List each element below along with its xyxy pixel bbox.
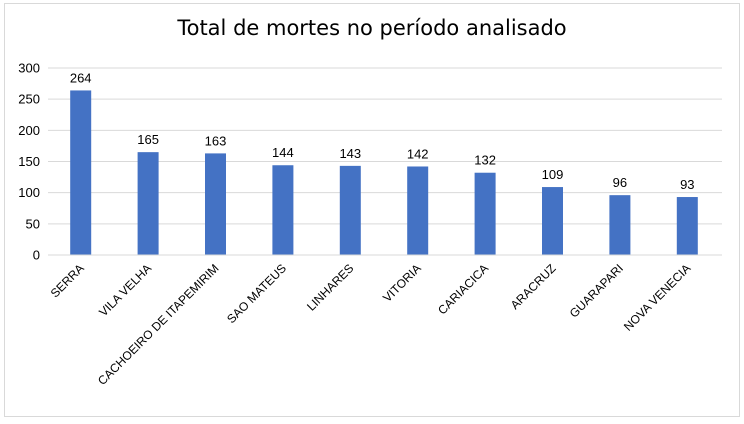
y-tick-label: 250 xyxy=(18,92,40,107)
category-label: VILA VELHA xyxy=(96,261,154,319)
bars xyxy=(70,90,698,255)
category-label: SAO MATEUS xyxy=(224,261,289,326)
bar xyxy=(676,197,698,255)
chart-title: Total de mortes no período analisado xyxy=(177,16,567,40)
data-label: 93 xyxy=(680,177,694,192)
data-labels: 264 165 163 144 143 142 132 109 96 93 xyxy=(70,70,695,192)
data-label: 144 xyxy=(272,145,294,160)
data-label: 165 xyxy=(137,132,159,147)
y-tick-label: 150 xyxy=(18,154,40,169)
category-label: CACHOEIRO DE ITAPEMIRIM xyxy=(95,261,222,388)
bar xyxy=(339,165,361,255)
data-label: 142 xyxy=(407,146,429,161)
data-label: 96 xyxy=(613,175,627,190)
bar xyxy=(474,172,496,255)
bar xyxy=(205,153,226,255)
y-tick-label: 200 xyxy=(18,123,40,138)
data-label: 109 xyxy=(542,167,564,182)
category-label: LINHARES xyxy=(304,261,356,313)
category-label: SERRA xyxy=(48,261,87,300)
bar xyxy=(407,166,429,255)
data-label: 143 xyxy=(339,146,361,161)
data-label: 132 xyxy=(474,153,496,168)
y-axis-ticks: 0 50 100 150 200 250 300 xyxy=(18,61,40,263)
category-label: NOVA VENECIA xyxy=(621,261,693,333)
category-label: VITORIA xyxy=(380,261,424,305)
category-label: ARACRUZ xyxy=(508,261,559,312)
bar xyxy=(609,195,631,255)
data-label: 264 xyxy=(70,70,92,85)
category-label: CARIACICA xyxy=(435,261,491,317)
y-tick-label: 100 xyxy=(18,185,40,200)
bar xyxy=(542,187,563,255)
gridlines xyxy=(48,67,722,225)
y-tick-label: 50 xyxy=(26,216,40,231)
bar xyxy=(272,165,294,255)
bar xyxy=(137,152,159,255)
bar xyxy=(70,90,92,255)
category-label: GUARAPARI xyxy=(567,261,626,320)
y-tick-label: 0 xyxy=(33,248,40,263)
y-tick-label: 300 xyxy=(18,61,40,76)
data-label: 163 xyxy=(205,133,227,148)
